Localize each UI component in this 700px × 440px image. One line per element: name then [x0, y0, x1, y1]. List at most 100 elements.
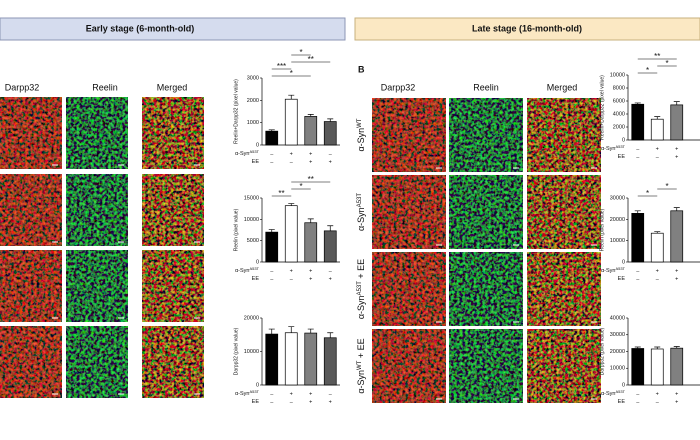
micrograph	[142, 174, 204, 246]
column-label: Darpp32	[5, 82, 40, 92]
error-bar	[288, 326, 295, 333]
bar	[265, 130, 279, 146]
micrograph	[449, 252, 523, 326]
text-part: A53T	[357, 281, 363, 296]
micrograph	[66, 250, 128, 322]
x-table-value: +	[309, 399, 312, 405]
micrograph	[449, 329, 523, 403]
x-table-label: α-SynA53T	[601, 389, 626, 397]
x-table-value: +	[656, 391, 659, 397]
error-bar	[673, 101, 680, 105]
x-table-label: EE	[252, 399, 260, 405]
bar	[265, 333, 279, 386]
error-bar	[268, 129, 275, 132]
text-part: α-Syn	[356, 207, 366, 231]
x-table-value: –	[270, 268, 274, 274]
y-tick-label: 1000	[247, 120, 259, 126]
micrograph	[0, 97, 62, 169]
column-label: Merged	[547, 82, 578, 92]
y-tick-label: 3000	[247, 75, 259, 81]
text-part: WT	[357, 118, 363, 128]
y-tick-label: 0	[622, 259, 625, 265]
bar	[650, 348, 664, 386]
micrograph	[372, 175, 446, 249]
x-table-value: –	[270, 276, 274, 282]
micrograph	[0, 326, 62, 398]
text-part: EE	[252, 276, 260, 282]
y-tick-label: 4000	[613, 111, 625, 117]
y-tick-label: 30000	[610, 195, 625, 201]
significance: **	[308, 55, 314, 64]
text-part: A53T	[615, 389, 625, 394]
micrograph	[142, 326, 204, 398]
x-table-value: –	[636, 146, 640, 152]
column-label: Darpp32	[381, 82, 416, 92]
column-label: Reelin	[92, 82, 118, 92]
header: Early stage (6-month-old)	[86, 23, 195, 33]
y-tick-label: 0	[256, 142, 259, 148]
row-label: α-SynA53T + EE	[356, 259, 366, 319]
error-bar	[288, 94, 295, 100]
bar	[304, 222, 318, 263]
x-table-label: α-SynA53T	[601, 144, 626, 152]
row-label: α-SynA53T	[356, 193, 366, 231]
y-tick-label: 30000	[610, 332, 625, 338]
text-part: EE	[252, 399, 260, 405]
x-table-value: +	[309, 159, 312, 165]
x-table-label: EE	[618, 399, 626, 405]
significance: **	[308, 175, 314, 184]
x-table-value: –	[329, 391, 333, 397]
row-label: α-SynWT + EE	[356, 338, 366, 393]
y-axis-label: Reelin (pixel value)	[599, 208, 605, 251]
x-table-value: –	[656, 276, 660, 282]
micrograph	[0, 174, 62, 246]
significance: *	[299, 48, 302, 57]
error-bar	[307, 218, 314, 223]
x-table-value: –	[656, 154, 660, 160]
micrograph	[372, 329, 446, 403]
x-table-value: +	[675, 154, 678, 160]
y-axis-label: Reelin+Darpp32 (pixel value)	[599, 75, 605, 140]
x-table-value: +	[309, 268, 312, 274]
row-label: α-SynWT	[356, 118, 366, 151]
micrograph	[372, 98, 446, 172]
significance: **	[654, 52, 660, 61]
error-bar	[654, 231, 661, 234]
y-tick-label: 2000	[247, 98, 259, 104]
x-table-value: +	[656, 268, 659, 274]
text-part: α-Syn	[356, 370, 366, 394]
error-bar	[327, 225, 334, 231]
text-part: A53T	[615, 144, 625, 149]
significance: *	[646, 66, 649, 75]
x-table-value: –	[636, 268, 640, 274]
y-axis-label: Reelin+Darpp32 (pixel value)	[233, 79, 239, 144]
error-bar	[327, 332, 334, 338]
text-part: A53T	[249, 389, 259, 394]
x-table-value: –	[270, 391, 274, 397]
micrograph	[449, 98, 523, 172]
significance: *	[665, 59, 668, 68]
text-part: EE	[618, 154, 626, 160]
micrograph	[527, 98, 601, 172]
error-bar	[673, 207, 680, 211]
text-part: + EE	[356, 259, 366, 281]
error-bar	[307, 328, 314, 334]
y-tick-label: 10000	[610, 366, 625, 372]
bar	[670, 104, 684, 141]
text-part: EE	[618, 276, 626, 282]
x-table-value: +	[309, 276, 312, 282]
micrograph	[527, 329, 601, 403]
significance: *	[290, 69, 293, 78]
error-bar	[268, 328, 275, 335]
bar	[323, 121, 337, 146]
x-table-value: –	[329, 268, 333, 274]
text-part: α-Syn	[235, 391, 250, 397]
panel-label: B	[358, 64, 365, 74]
error-bar	[654, 116, 661, 120]
y-tick-label: 15000	[244, 195, 259, 201]
x-table-value: +	[675, 268, 678, 274]
significance: *	[299, 182, 302, 191]
y-tick-label: 20000	[244, 315, 259, 321]
text-part: A53T	[357, 193, 363, 208]
